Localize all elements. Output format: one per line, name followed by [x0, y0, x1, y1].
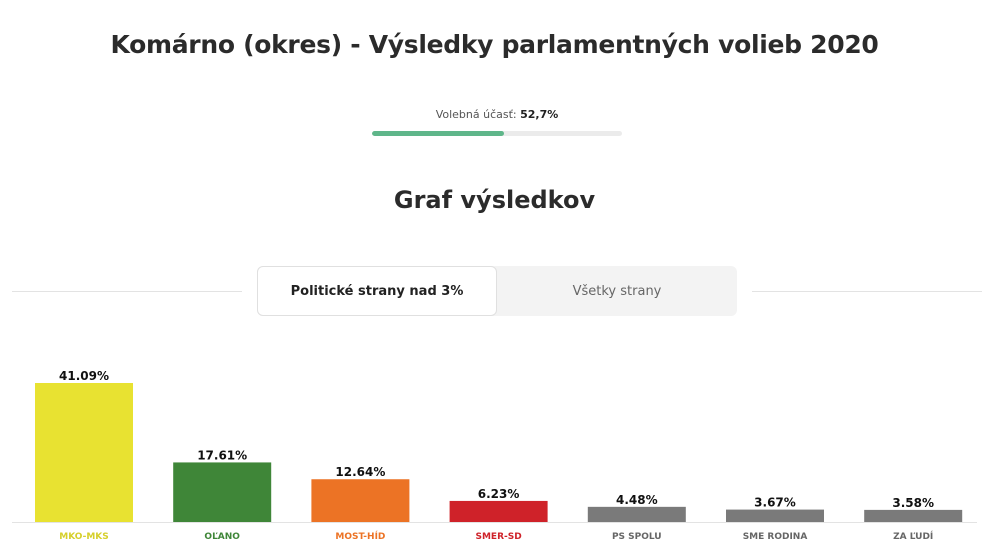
page-title: Komárno (okres) - Výsledky parlamentných…	[110, 30, 879, 59]
bar-value-label: 17.61%	[197, 448, 247, 462]
bar-value-label: 12.64%	[335, 465, 385, 479]
bar-mko-mks[interactable]	[35, 383, 133, 522]
turnout-value: 52,7%	[520, 108, 559, 121]
turnout-progress-track	[372, 131, 622, 136]
category-label: MKO-MKS	[59, 532, 109, 542]
category-label: SMER-SD	[475, 532, 521, 542]
bar-sme-rodina[interactable]	[726, 509, 824, 522]
tab-all-parties[interactable]: Všetky strany	[572, 283, 662, 299]
category-label: MOST-HÍD	[335, 530, 385, 542]
turnout-indicator: Volebná účasť: 52,7%	[372, 108, 622, 136]
bar-o-ano[interactable]	[173, 462, 272, 522]
bar-value-label: 3.67%	[754, 496, 796, 510]
chart-filter-tabs: Politické strany nad 3% Všetky strany	[257, 266, 737, 316]
divider-right	[752, 291, 982, 292]
bar-za-ud-[interactable]	[864, 509, 963, 522]
section-title: Graf výsledkov	[393, 186, 596, 214]
divider-left	[12, 291, 242, 292]
bar-smer-sd[interactable]	[449, 500, 548, 522]
turnout-progress-fill	[372, 131, 504, 136]
category-label: PS SPOLU	[612, 532, 662, 542]
bar-most-h-d[interactable]	[311, 479, 410, 522]
category-label: SME RODINA	[743, 532, 808, 542]
turnout-label: Volebná účasť:	[435, 108, 517, 121]
results-bar-chart: 41.09% MKO-MKS 17.61% OĽANO 12.64% MOST-HÍD 6.…	[12, 369, 977, 542]
bar-value-label: 3.58%	[892, 496, 934, 510]
bar-value-label: 41.09%	[59, 369, 109, 383]
category-label: ZA ĽUDÍ	[893, 530, 934, 542]
bar-value-label: 4.48%	[616, 493, 658, 507]
turnout-text: Volebná účasť: 52,7%	[372, 108, 622, 121]
bar-value-label: 6.23%	[478, 487, 520, 501]
tab-parties-over-3[interactable]: Politické strany nad 3%	[257, 266, 497, 316]
bar-ps-spolu[interactable]	[587, 506, 686, 522]
category-label: OĽANO	[204, 532, 240, 542]
